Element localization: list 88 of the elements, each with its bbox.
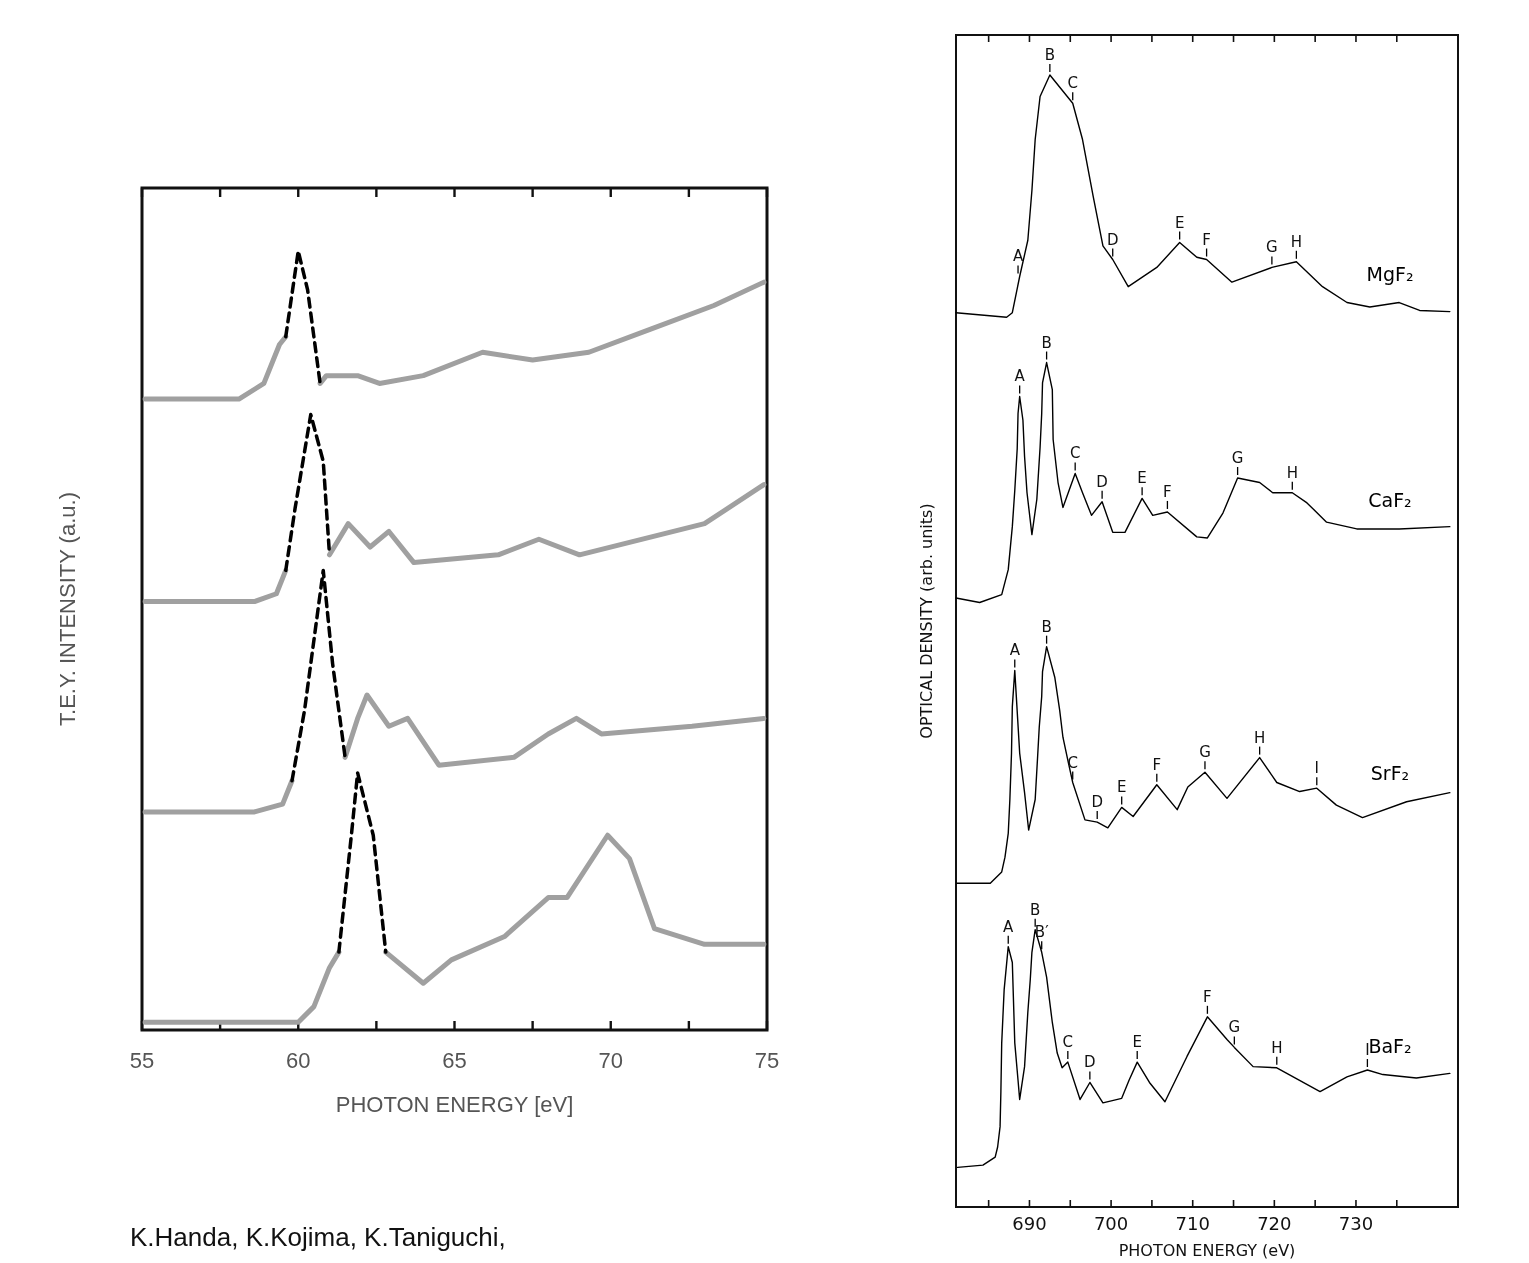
annotation: A	[1009, 641, 1021, 660]
letter-callout: A	[1012, 247, 1024, 275]
annotation: F	[1203, 987, 1212, 1006]
annotation: G	[1231, 448, 1244, 467]
x-tick-label: 70	[598, 1048, 623, 1073]
letter-callout: C	[1062, 1033, 1074, 1060]
letter-callout: B	[1041, 333, 1052, 361]
annotation: E	[1137, 469, 1147, 488]
letter-callout: D	[1106, 230, 1119, 258]
annotation: D	[1106, 230, 1119, 249]
letter-callout: E	[1116, 778, 1127, 806]
letter-callout: H	[1286, 463, 1298, 491]
x-tick-label: 720	[1257, 1213, 1292, 1234]
letter-callout: I	[1365, 1041, 1370, 1068]
letter-callout: F	[1202, 230, 1211, 258]
annotation: D	[1096, 472, 1108, 491]
x-tick-label: 690	[1012, 1213, 1047, 1234]
annotation: B	[1044, 46, 1056, 64]
annotation: G	[1228, 1018, 1241, 1037]
letter-callout: C	[1067, 74, 1078, 101]
annotation: G	[1199, 743, 1211, 762]
letter-callout: H	[1271, 1038, 1283, 1066]
x-tick-label: 710	[1175, 1213, 1210, 1234]
letter-callout: G	[1199, 743, 1211, 770]
letter-callout: D	[1084, 1053, 1096, 1081]
annotation: A	[1014, 367, 1026, 386]
series-label: MgF₂	[1366, 262, 1414, 285]
annotation: B	[1041, 617, 1052, 636]
letter-callout: F	[1163, 482, 1172, 510]
letter-callout: G	[1228, 1018, 1241, 1046]
letter-callout: H	[1290, 232, 1302, 260]
annotation: C	[1062, 1033, 1074, 1052]
letter-callout: A	[1009, 641, 1020, 669]
letter-callout: E	[1137, 469, 1147, 496]
x-tick-label: 730	[1338, 1213, 1374, 1234]
annotation: A	[1012, 247, 1024, 266]
annotation: F	[1163, 482, 1172, 501]
x-tick-label: 55	[129, 1048, 155, 1073]
letter-callout: C	[1069, 444, 1081, 472]
letter-callout: F	[1152, 755, 1162, 783]
annotation: B	[1030, 900, 1041, 919]
letter-callout: I	[1314, 759, 1319, 786]
annotation: C	[1067, 74, 1078, 93]
annotation: F	[1152, 755, 1162, 774]
letter-callout: G	[1231, 449, 1244, 476]
annotation: H	[1290, 232, 1303, 251]
y-axis-title: T.E.Y. INTENSITY (a.u.)	[55, 492, 80, 726]
letter-callout: H	[1254, 728, 1266, 756]
x-axis-title: PHOTON ENERGY (eV)	[1118, 1241, 1296, 1260]
letter-callout: E	[1174, 213, 1185, 241]
annotation: H	[1271, 1038, 1283, 1057]
annotation: F	[1202, 230, 1211, 249]
series-label: SrF₂	[1370, 761, 1410, 784]
annotation: B′	[1034, 923, 1050, 942]
letter-callout: B	[1044, 46, 1055, 73]
annotation: H	[1254, 728, 1266, 747]
annotation: C	[1067, 753, 1078, 772]
letter-callout: E	[1132, 1033, 1142, 1060]
x-tick-label: 65	[442, 1048, 467, 1073]
letter-callout: B	[1041, 617, 1052, 645]
letter-callout: A	[1014, 367, 1025, 395]
series-label: CaF₂	[1368, 488, 1412, 511]
annotation: E	[1116, 778, 1127, 797]
x-tick-label: 60	[286, 1048, 311, 1073]
annotation: A	[1003, 917, 1015, 936]
annotation: E	[1174, 213, 1185, 232]
series-label: BaF₂	[1368, 1034, 1412, 1057]
annotation: H	[1286, 463, 1298, 482]
x-tick-label: 75	[754, 1048, 780, 1073]
letter-callout: A	[1003, 917, 1014, 945]
letter-callout: G	[1266, 238, 1278, 266]
annotation: E	[1132, 1033, 1142, 1052]
text: K.Handa, K.Kojima, K.Taniguchi,	[130, 1222, 506, 1252]
annotation: C	[1069, 444, 1081, 463]
annotation: D	[1084, 1053, 1096, 1072]
letter-callout: F	[1203, 987, 1212, 1015]
letter-callout: C	[1067, 753, 1078, 781]
x-tick-label: 700	[1093, 1213, 1129, 1234]
annotation: B	[1041, 333, 1052, 352]
y-axis-title: OPTICAL DENSITY (arb. units)	[917, 503, 936, 739]
annotation: I	[1365, 1041, 1370, 1060]
letter-callout: B′	[1034, 923, 1049, 950]
x-axis-title: PHOTON ENERGY [eV]	[335, 1092, 574, 1117]
letter-callout: D	[1096, 472, 1108, 500]
annotation: G	[1266, 238, 1278, 257]
annotation: D	[1091, 793, 1103, 812]
annotation: I	[1314, 759, 1320, 778]
letter-callout: D	[1091, 793, 1103, 820]
